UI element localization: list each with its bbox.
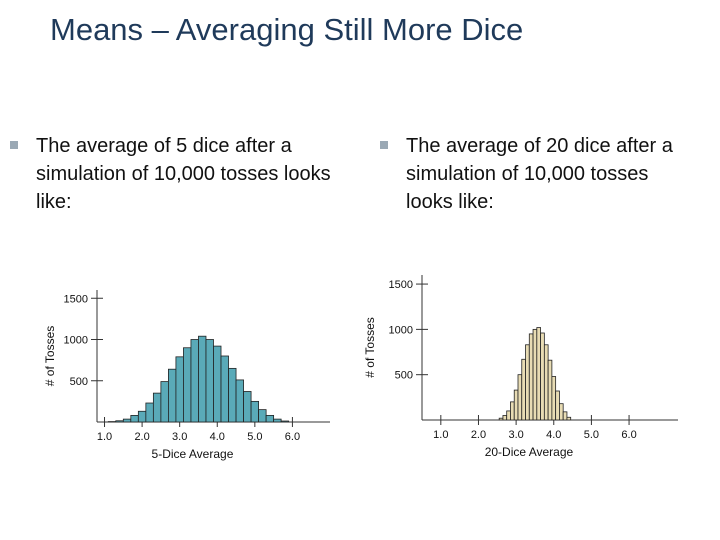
y-tick-label: 1500 — [64, 293, 88, 305]
histogram-bar — [510, 401, 515, 421]
histogram-bar — [183, 347, 192, 423]
histogram-bar — [235, 379, 244, 423]
x-tick-label: 6.0 — [285, 431, 300, 443]
y-tick-label: 500 — [70, 376, 88, 388]
x-axis-label: 5-Dice Average — [152, 447, 234, 461]
histogram-bar — [220, 355, 229, 423]
histogram-bar — [532, 328, 538, 421]
histogram-5-dice: 500 1000 1500 1.0 2.0 3.0 4.0 5.0 6.0 5-Dice Aver… — [43, 290, 330, 461]
histogram-bar — [502, 415, 508, 421]
bullet-right-text: The average of 20 dice after a simulatio… — [406, 135, 673, 213]
histogram-bar — [543, 344, 549, 421]
x-tick-label: 1.0 — [97, 431, 112, 443]
x-tick-label: 3.0 — [172, 431, 187, 443]
x-tick-label: 3.0 — [508, 429, 523, 441]
histogram-bar — [258, 409, 267, 423]
histogram-bar — [137, 410, 147, 423]
histogram-bar — [551, 376, 557, 421]
x-tick-label: 2.0 — [134, 431, 149, 443]
x-tick-label: 5.0 — [584, 429, 599, 441]
bullet-left: The average of 5 dice after a simulation… — [10, 132, 350, 216]
histogram-bar — [198, 335, 207, 423]
bullet-square-icon — [380, 141, 388, 149]
histogram-bar — [250, 400, 259, 423]
histogram-bar — [130, 414, 139, 423]
histogram-bar — [536, 327, 541, 421]
y-tick-label: 1000 — [389, 324, 413, 336]
x-tick-label: 5.0 — [247, 431, 262, 443]
slide-title: Means – Averaging Still More Dice — [50, 12, 524, 47]
histogram-bar — [555, 390, 560, 421]
y-tick-label: 500 — [395, 370, 413, 382]
histogram-bar — [280, 420, 290, 423]
y-axis-label: # of Tosses — [43, 326, 57, 386]
histogram-bar — [160, 381, 169, 423]
histogram-bar — [145, 402, 154, 423]
histogram-bar — [168, 368, 177, 423]
x-tick-label: 6.0 — [621, 429, 636, 441]
bullet-right: The average of 20 dice after a simulatio… — [380, 132, 700, 216]
histogram-bar — [547, 359, 553, 421]
histogram-bar — [513, 389, 519, 421]
x-tick-label: 1.0 — [433, 429, 448, 441]
bullet-left-text: The average of 5 dice after a simulation… — [36, 135, 331, 213]
histogram-bar — [517, 374, 523, 421]
histogram-bar — [228, 367, 237, 423]
histogram-bar — [122, 418, 132, 423]
histogram-bar — [498, 417, 504, 421]
histogram-bar — [190, 339, 199, 423]
histogram-bar — [521, 358, 526, 421]
histogram-bar — [213, 345, 222, 423]
histogram-20-dice: 500 1000 1500 1.0 2.0 3.0 4.0 5.0 6.0 20-Dice Ave… — [363, 275, 678, 459]
histogram-bar — [528, 333, 534, 421]
y-tick-label: 1500 — [389, 279, 413, 291]
histogram-bar — [525, 344, 530, 421]
histogram-bar — [243, 391, 252, 423]
histogram-bar — [152, 392, 162, 423]
x-axis-label: 20-Dice Average — [485, 445, 574, 459]
y-tick-label: 1000 — [64, 335, 88, 347]
histogram-bar — [559, 403, 564, 421]
histogram-bar — [540, 332, 545, 421]
x-tick-label: 4.0 — [210, 431, 225, 443]
y-axis-label: # of Tosses — [363, 317, 377, 377]
histogram-bar — [265, 414, 275, 423]
histogram-bar — [115, 420, 124, 423]
bullet-square-icon — [10, 141, 18, 149]
x-tick-label: 4.0 — [546, 429, 561, 441]
histogram-bar — [566, 416, 572, 421]
histogram-bar — [273, 418, 282, 423]
x-tick-label: 2.0 — [471, 429, 486, 441]
histogram-bar — [205, 339, 214, 423]
histogram-bar — [175, 356, 184, 423]
histogram-bar — [562, 411, 568, 421]
histogram-bar — [506, 410, 511, 421]
